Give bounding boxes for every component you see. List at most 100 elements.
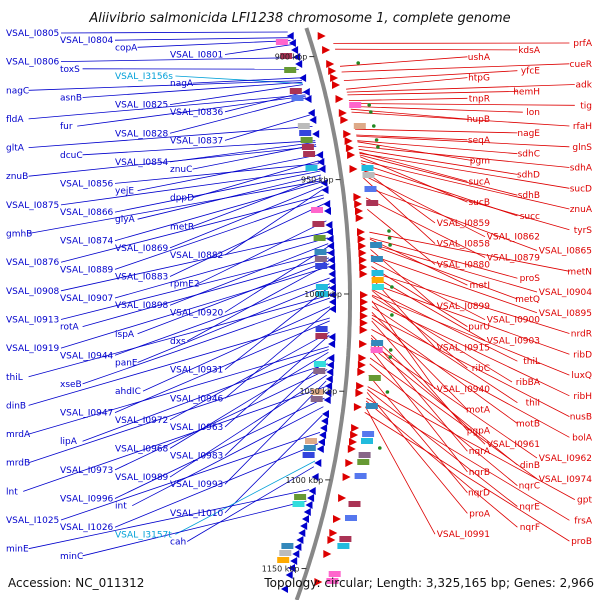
connector-line [370, 346, 518, 466]
connector-line [365, 406, 436, 535]
feature-block [370, 256, 383, 262]
gene-label-right: cueR [570, 60, 592, 70]
scale-label: 900 kbp [275, 53, 308, 62]
reverse-arrow [332, 81, 340, 89]
forward-arrow [323, 200, 331, 208]
feature-block [371, 340, 384, 346]
forward-arrow [300, 522, 308, 530]
gene-label-left: VSAL_I0919 [6, 344, 60, 354]
forward-arrow [312, 130, 320, 138]
connector-line [364, 186, 538, 251]
connector-line [370, 244, 518, 300]
gene-label-left: mrdB [6, 459, 30, 469]
gene-label-left: minC [60, 552, 83, 562]
connector-line [371, 266, 468, 327]
gene-label-left: rotA [60, 323, 80, 333]
connector-line [114, 277, 330, 356]
feature-block [357, 459, 370, 465]
gene-label-right: succ [520, 212, 540, 222]
feature-block [339, 536, 352, 542]
connector-line [224, 246, 329, 313]
forward-arrow [318, 165, 326, 173]
gene-label-right: VSAL_I0961 [487, 440, 540, 450]
gene-label-left: dinB [6, 401, 26, 411]
feature-dot [385, 390, 390, 394]
gene-label-right: proB [571, 537, 592, 547]
reverse-arrow [359, 312, 368, 320]
connector-line [82, 349, 329, 442]
connector-line [366, 392, 468, 514]
connector-line [369, 363, 518, 487]
reverse-arrow [338, 109, 347, 117]
connector-line [175, 460, 316, 535]
connector-line [369, 357, 538, 480]
gene-label-left: mrdA [6, 430, 31, 440]
scale-label: 1050 kbp [299, 387, 337, 396]
gene-label-left: VSAL_I0875 [6, 201, 59, 211]
forward-arrow [325, 382, 333, 390]
gene-label-right: hupB [467, 115, 490, 125]
reverse-arrow [350, 431, 359, 439]
forward-arrow [328, 284, 336, 292]
connector-line [355, 128, 518, 134]
connector-line [169, 84, 303, 105]
connector-line [224, 309, 331, 399]
gene-label-right: motA [466, 406, 491, 416]
reverse-arrow [323, 550, 332, 558]
feature-block [291, 95, 304, 101]
feature-block [301, 144, 314, 150]
reverse-arrow [347, 445, 356, 453]
connector-line [28, 363, 328, 464]
feature-dot [388, 243, 392, 247]
gene-label-left: VSAL_I0856 [60, 179, 114, 189]
connector-line [142, 306, 331, 392]
connector-line [357, 141, 473, 161]
connector-line [369, 231, 570, 272]
connector-line [82, 297, 331, 385]
gene-label-left: VSAL_I0828 [115, 129, 169, 139]
scale-label: 1150 kbp [262, 565, 300, 574]
forward-arrow [307, 109, 315, 117]
feature-block [302, 452, 315, 458]
reverse-arrow [355, 214, 364, 222]
reverse-arrow [338, 494, 347, 502]
forward-arrow [321, 417, 329, 425]
gene-label-left: VSAL_I0836 [170, 108, 224, 118]
connector-line [77, 95, 306, 127]
feature-dot [390, 313, 394, 317]
feature-block [314, 249, 327, 255]
gene-label-right: VSAL_I0862 [487, 233, 540, 243]
feature-block [315, 333, 328, 339]
feature-block [277, 557, 290, 563]
connector-line [60, 31, 288, 34]
feature-block [366, 200, 379, 206]
connector-line [358, 146, 570, 168]
connector-line [360, 160, 570, 210]
connector-line [114, 163, 320, 184]
gene-label-left: znuC [170, 165, 192, 175]
feature-dot [388, 348, 393, 352]
connector-line [169, 374, 327, 478]
connector-line [371, 312, 468, 410]
gene-label-left: VSAL_I3156s [115, 72, 173, 82]
gene-label-right: glnS [572, 143, 592, 153]
gene-label-left: VSAL_I0806 [6, 58, 60, 68]
reverse-arrow [340, 116, 349, 124]
gene-label-left: VSAL_I0947 [60, 409, 113, 419]
connector-line [366, 397, 570, 521]
gene-label-right: bolA [572, 433, 593, 443]
forward-arrow [299, 74, 307, 82]
connector-line [371, 283, 570, 355]
gene-label-left: VSAL_I0804 [60, 36, 114, 46]
gene-label-left: VSAL_I0825 [115, 101, 168, 111]
gene-label-left: VSAL_I3157t [115, 530, 172, 540]
feature-block [275, 39, 288, 45]
feature-block [310, 396, 323, 402]
connector-line [137, 154, 318, 191]
gene-label-right: ribC [472, 364, 490, 374]
right-gene-labels: prfA kdsA ushA cueR yfcE htpG adk hemH tnpR tig lo… [437, 39, 593, 547]
gene-label-right: VSAL_I0962 [539, 454, 592, 464]
reverse-arrow [358, 242, 367, 250]
reverse-arrow [333, 515, 341, 523]
